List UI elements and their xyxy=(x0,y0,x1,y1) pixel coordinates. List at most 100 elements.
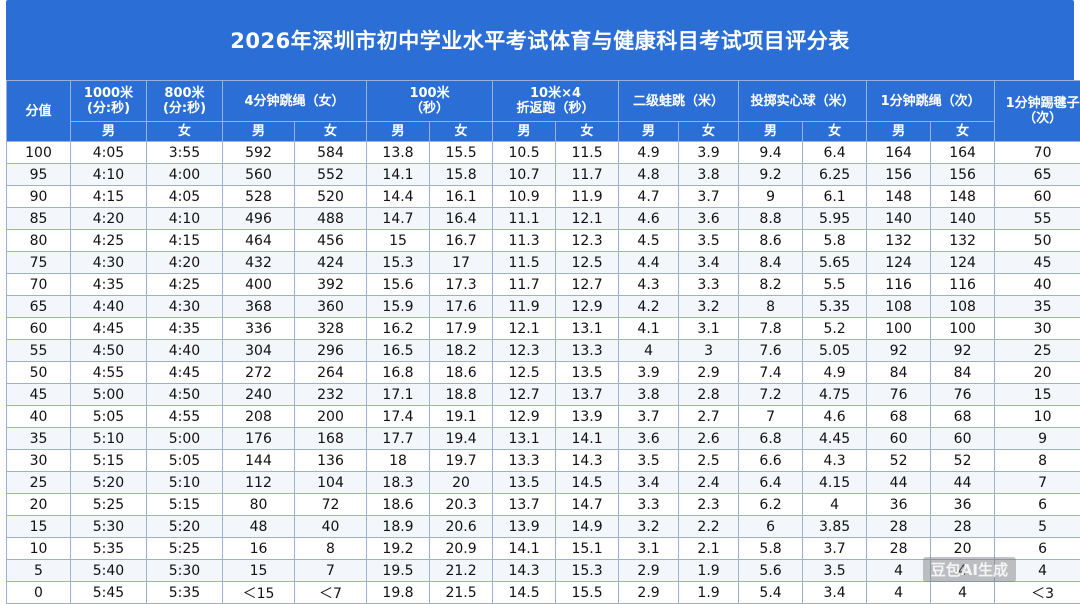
table-cell: 3.7 xyxy=(679,186,739,208)
table-cell: 3.2 xyxy=(679,296,739,318)
table-cell: 8.6 xyxy=(739,230,803,252)
table-cell: 20 xyxy=(430,472,493,494)
table-cell: 14.9 xyxy=(556,516,619,538)
table-cell: 7.2 xyxy=(739,384,803,406)
table-cell: 13.1 xyxy=(493,428,556,450)
table-cell: 5:45 xyxy=(71,582,147,604)
table-cell: 5.05 xyxy=(803,340,867,362)
table-cell: 15.1 xyxy=(556,538,619,560)
table-cell: 4:10 xyxy=(147,208,223,230)
table-cell: 2.8 xyxy=(679,384,739,406)
table-cell: 3.6 xyxy=(619,428,679,450)
table-cell: 3:55 xyxy=(147,142,223,164)
table-cell: 100 xyxy=(931,318,995,340)
table-cell: 240 xyxy=(223,384,295,406)
table-cell: 40 xyxy=(295,516,367,538)
table-cell: 5.8 xyxy=(803,230,867,252)
table-cell: 4.8 xyxy=(619,164,679,186)
table-cell: 18.8 xyxy=(430,384,493,406)
table-cell: 4.75 xyxy=(803,384,867,406)
header-4min-rope: 4分钟跳绳（女） xyxy=(223,81,367,122)
table-cell: 10 xyxy=(995,406,1080,428)
table-cell: 3.7 xyxy=(803,538,867,560)
table-cell: 76 xyxy=(867,384,931,406)
table-cell: 28 xyxy=(931,516,995,538)
table-cell: 18.3 xyxy=(367,472,430,494)
table-cell: 4:45 xyxy=(71,318,147,340)
table-cell: 40 xyxy=(995,274,1080,296)
table-cell: 15 xyxy=(995,384,1080,406)
gender-female: 女 xyxy=(556,122,619,142)
table-cell: 12.7 xyxy=(556,274,619,296)
table-cell: 132 xyxy=(931,230,995,252)
table-cell: 5.8 xyxy=(739,538,803,560)
table-cell: 4 xyxy=(931,582,995,604)
header-1min-rope: 1分钟跳绳（次） xyxy=(867,81,995,122)
table-cell: 13.8 xyxy=(367,142,430,164)
header-shuttle-run: 10米×4 折返跑（秒） xyxy=(493,81,619,122)
table-cell: 6.8 xyxy=(739,428,803,450)
table-cell: 2.7 xyxy=(679,406,739,428)
table-cell: 4:30 xyxy=(147,296,223,318)
table-cell: 528 xyxy=(223,186,295,208)
table-cell: 5:15 xyxy=(147,494,223,516)
table-cell: 6.25 xyxy=(803,164,867,186)
gender-female: 女 xyxy=(679,122,739,142)
table-cell: 11.7 xyxy=(493,274,556,296)
table-cell: 164 xyxy=(931,142,995,164)
table-cell: 7.6 xyxy=(739,340,803,362)
table-cell: 19.5 xyxy=(367,560,430,582)
table-cell: 4.4 xyxy=(619,252,679,274)
table-cell: 76 xyxy=(931,384,995,406)
table-cell: 68 xyxy=(867,406,931,428)
table-cell: 70 xyxy=(995,142,1080,164)
table-cell: 108 xyxy=(867,296,931,318)
table-cell: 9.2 xyxy=(739,164,803,186)
table-cell: 17.7 xyxy=(367,428,430,450)
table-cell: 16.5 xyxy=(367,340,430,362)
table-cell: 5.35 xyxy=(803,296,867,318)
table-cell: 20 xyxy=(995,362,1080,384)
table-cell: 16.4 xyxy=(430,208,493,230)
table-cell: 8 xyxy=(739,296,803,318)
table-cell: 13.9 xyxy=(556,406,619,428)
score-cell: 15 xyxy=(7,516,71,538)
table-cell: 592 xyxy=(223,142,295,164)
score-cell: 35 xyxy=(7,428,71,450)
score-cell: 50 xyxy=(7,362,71,384)
table-cell: 13.9 xyxy=(493,516,556,538)
table-cell: 4.1 xyxy=(619,318,679,340)
table-cell: 15 xyxy=(367,230,430,252)
table-cell: 5:30 xyxy=(71,516,147,538)
table-cell: 18.9 xyxy=(367,516,430,538)
table-cell: 456 xyxy=(295,230,367,252)
table-cell: 13.3 xyxy=(493,450,556,472)
table-cell: 8 xyxy=(295,538,367,560)
table-cell: 19.2 xyxy=(367,538,430,560)
table-cell: 10.5 xyxy=(493,142,556,164)
gender-male: 男 xyxy=(867,122,931,142)
score-cell: 70 xyxy=(7,274,71,296)
table-cell: 13.3 xyxy=(556,340,619,362)
header-100m: 100米 （秒） xyxy=(367,81,493,122)
table-cell: 36 xyxy=(867,494,931,516)
table-cell: 4 xyxy=(619,340,679,362)
table-cell: 3.85 xyxy=(803,516,867,538)
table-cell: 4.6 xyxy=(803,406,867,428)
table-cell: 148 xyxy=(931,186,995,208)
table-cell: 9 xyxy=(995,428,1080,450)
table-cell: 6.2 xyxy=(739,494,803,516)
table-cell: 496 xyxy=(223,208,295,230)
table-cell: 4.7 xyxy=(619,186,679,208)
gender-male: 男 xyxy=(493,122,556,142)
table-cell: 4.15 xyxy=(803,472,867,494)
table-cell: 3.2 xyxy=(619,516,679,538)
table-cell: 12.3 xyxy=(556,230,619,252)
gender-male: 男 xyxy=(739,122,803,142)
